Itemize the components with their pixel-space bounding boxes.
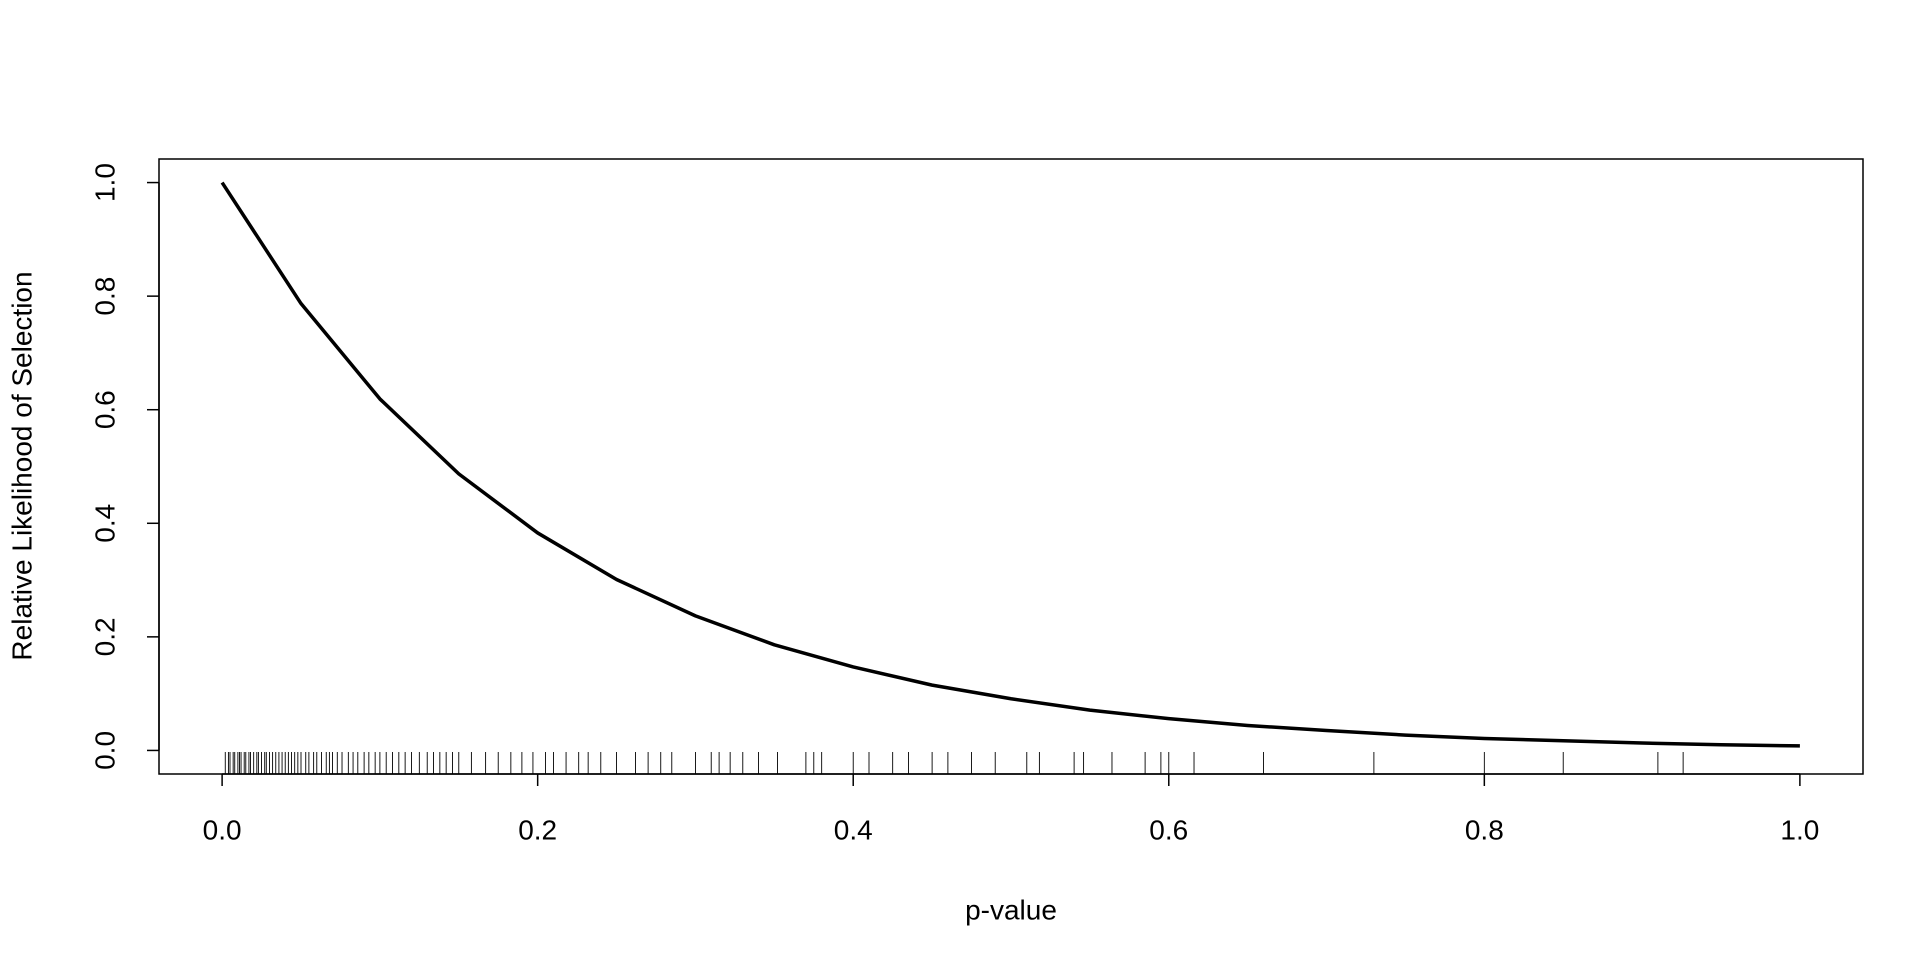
y-tick-label: 0.8: [89, 277, 120, 316]
y-tick-label: 0.0: [89, 731, 120, 770]
y-tick-label: 0.4: [89, 504, 120, 543]
curve: [220, 181, 1800, 748]
y-tick-label: 0.2: [89, 617, 120, 656]
plot-frame: [158, 158, 1864, 775]
x-tick-label: 0.0: [203, 814, 242, 845]
x-tick-label: 0.8: [1465, 814, 1504, 845]
x-tick-label: 1.0: [1780, 814, 1819, 845]
x-tick-label: 0.6: [1149, 814, 1188, 845]
y-tick-label: 1.0: [89, 163, 120, 202]
x-tick-label: 0.2: [518, 814, 557, 845]
x-axis-label: p-value: [965, 894, 1057, 925]
y-axis-label: Relative Likelihood of Selection: [6, 271, 37, 660]
x-tick-label: 0.4: [834, 814, 873, 845]
y-tick-label: 0.6: [89, 390, 120, 429]
